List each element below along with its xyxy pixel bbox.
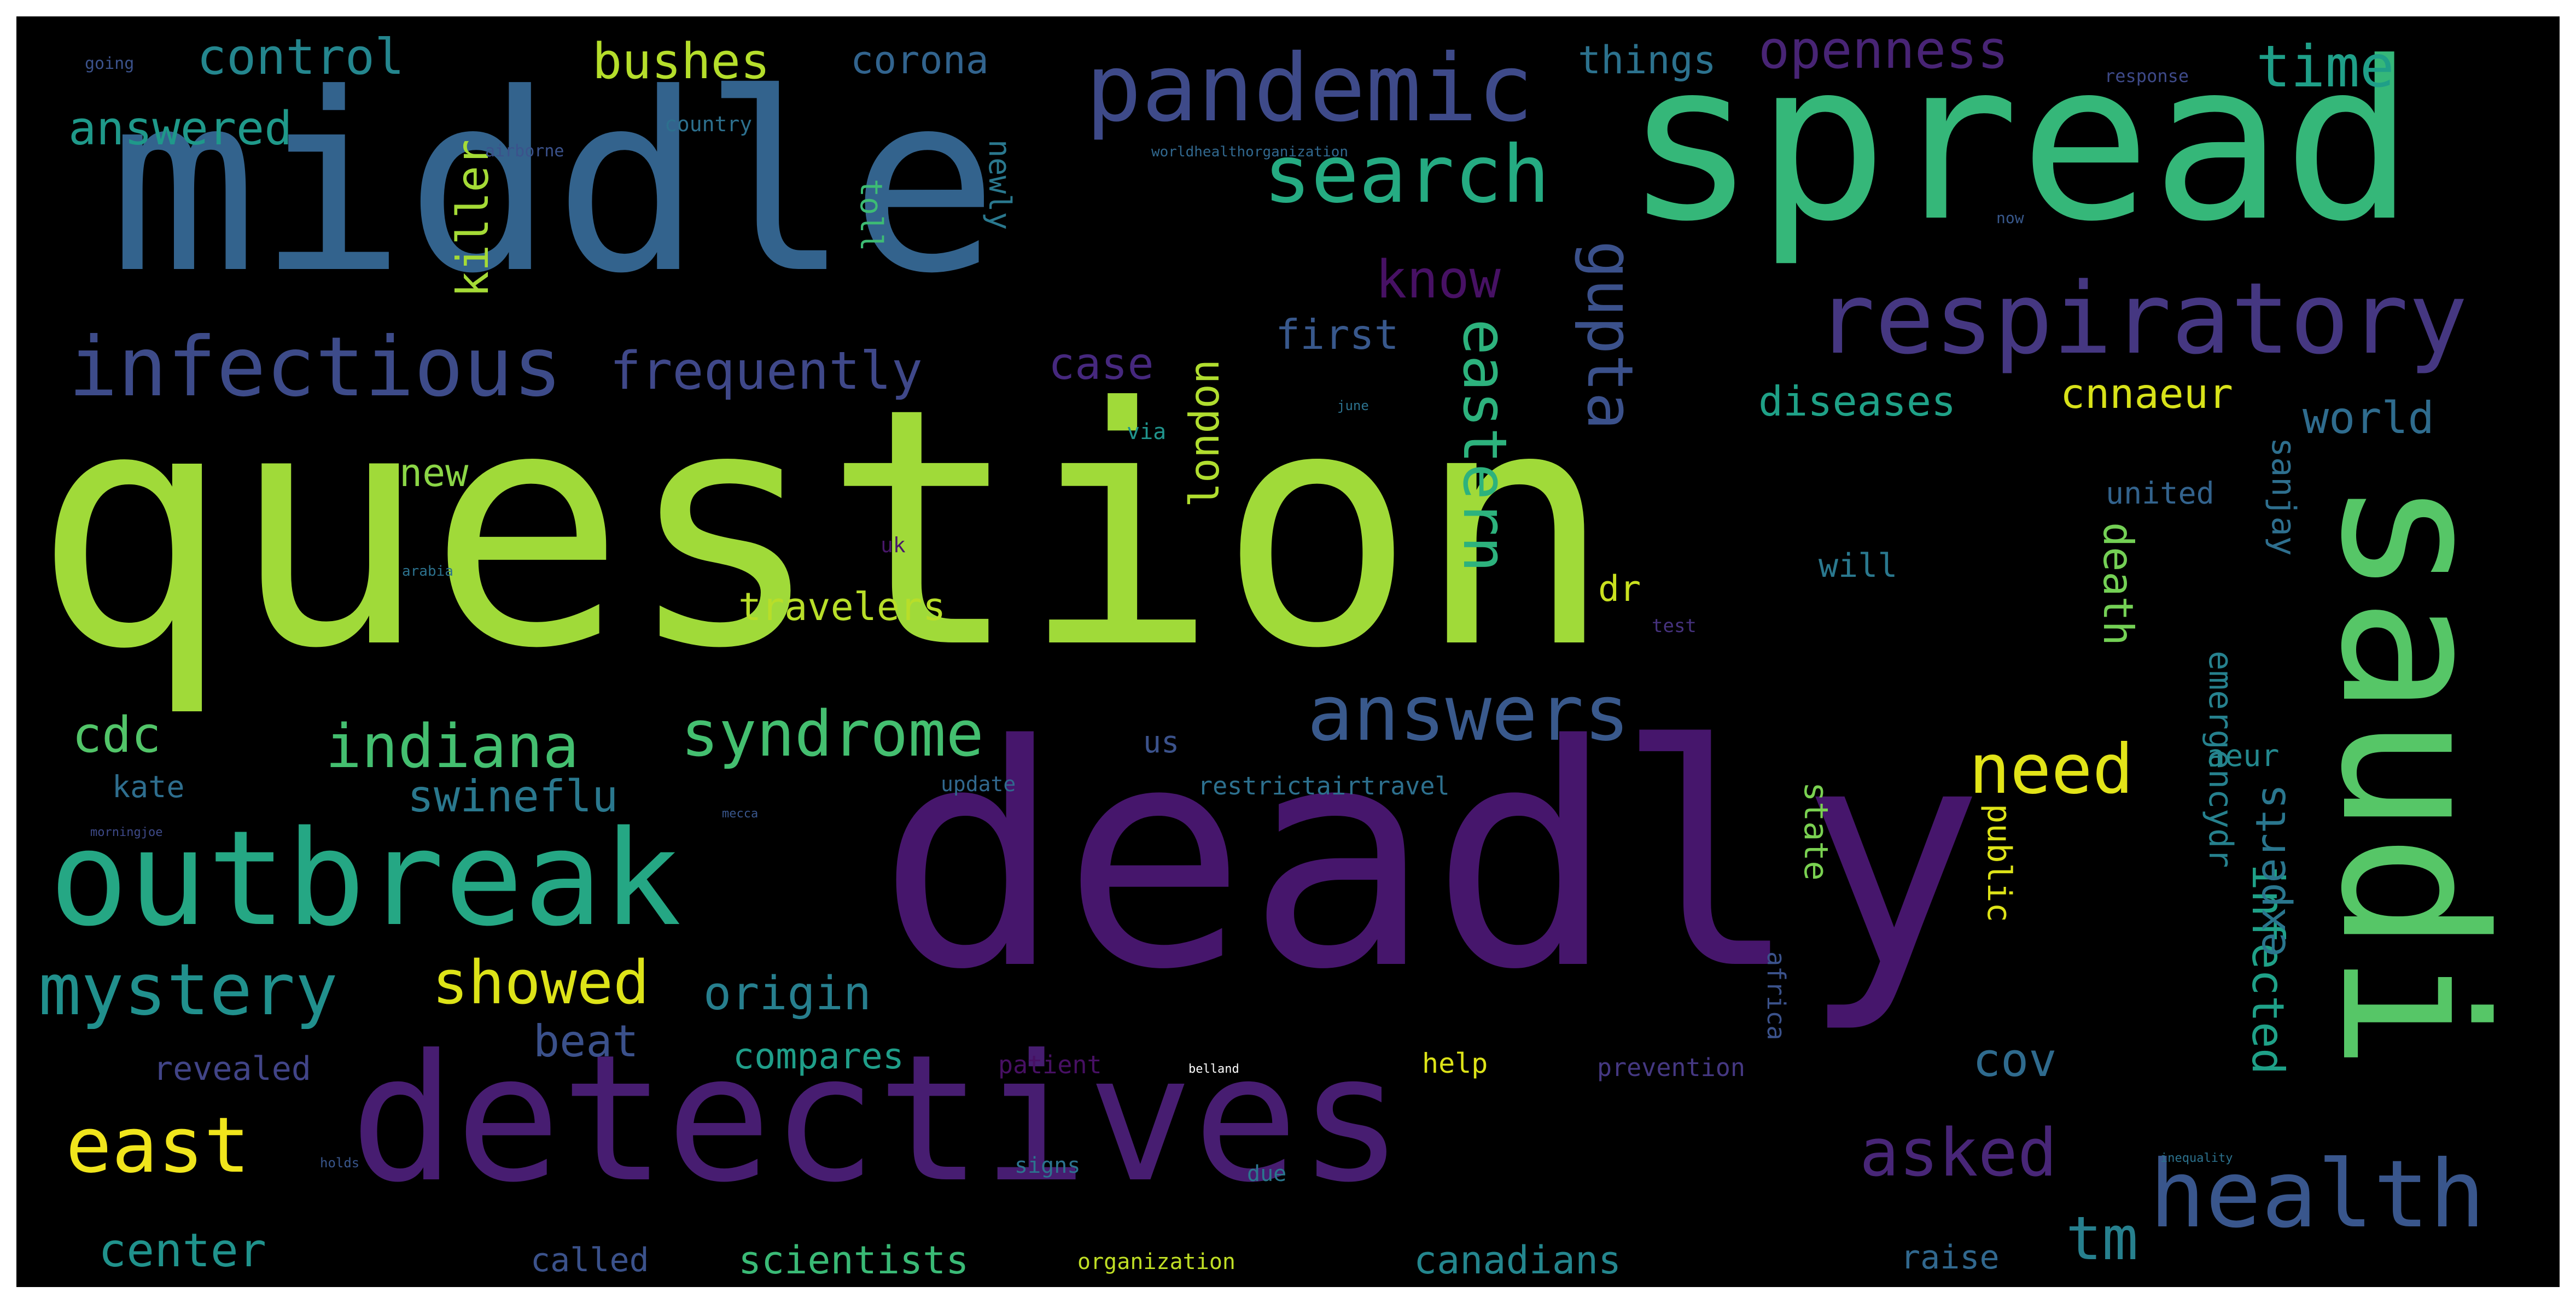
word-infectious: infectious	[68, 320, 563, 415]
word-beat: beat	[533, 1016, 639, 1067]
word-mecca: mecca	[722, 807, 759, 821]
word-due: due	[1247, 1161, 1287, 1186]
word-scientists: scientists	[738, 1238, 969, 1283]
word-experts: experts	[2247, 783, 2295, 957]
word-test: test	[1652, 615, 1697, 637]
word-syndrome: syndrome	[681, 698, 984, 771]
word-pandemic: pandemic	[1086, 34, 1534, 143]
word-cdc: cdc	[72, 706, 161, 764]
word-mystery: mystery	[38, 948, 338, 1031]
word-belland: belland	[1188, 1062, 1239, 1076]
word-canadians: canadians	[1414, 1238, 1622, 1283]
word-revealed: revealed	[153, 1050, 311, 1088]
word-morningjoe: morningjoe	[90, 826, 163, 839]
word-eastern: eastern	[1450, 319, 1520, 572]
word-killer: killer	[447, 139, 498, 297]
word-respiratory: respiratory	[1816, 262, 2468, 376]
word-africa: africa	[1762, 951, 1791, 1040]
word-sanjay: sanjay	[2264, 437, 2303, 556]
word-will: will	[1819, 547, 1898, 585]
word-country: country	[665, 112, 753, 136]
word-center: center	[98, 1224, 267, 1278]
word-frequently: frequently	[610, 341, 923, 401]
word-kate: kate	[112, 769, 185, 804]
word-help: help	[1422, 1048, 1488, 1079]
word-signs: signs	[1015, 1153, 1081, 1178]
word-uk: uk	[881, 533, 906, 557]
word-corona: corona	[850, 38, 989, 83]
word-london: london	[1180, 359, 1228, 507]
word-now: now	[1996, 209, 2024, 227]
word-us: us	[1143, 724, 1180, 759]
word-search: search	[1263, 128, 1550, 221]
word-death: death	[2094, 522, 2142, 646]
word-arabia: arabia	[402, 563, 453, 580]
word-inequality: inequality	[2160, 1151, 2233, 1165]
word-holds: holds	[320, 1155, 360, 1171]
word-compares: compares	[733, 1036, 905, 1077]
word-gupta: gupta	[1573, 241, 1646, 430]
word-airborne: airborne	[485, 142, 564, 161]
word-case: case	[1048, 338, 1154, 389]
word-swineflu: swineflu	[407, 771, 619, 822]
word-know: know	[1376, 250, 1501, 310]
word-update: update	[941, 772, 1016, 796]
word-deadly: deadly	[878, 680, 1984, 1037]
word-answered: answered	[68, 102, 293, 156]
word-toll: toll	[854, 179, 889, 252]
word-restrictairtravel: restrictairtravel	[1198, 771, 1450, 800]
word-asked: asked	[1860, 1115, 2058, 1191]
word-cnnaeur: cnnaeur	[2060, 370, 2234, 418]
word-indiana: indiana	[325, 711, 579, 781]
word-control: control	[197, 28, 405, 86]
word-via: via	[1127, 419, 1167, 445]
word-showed: showed	[432, 948, 650, 1018]
word-origin: origin	[703, 967, 872, 1021]
word-bushes: bushes	[592, 33, 771, 90]
word-united: united	[2106, 476, 2214, 511]
word-aeur: aeur	[2207, 738, 2280, 773]
word-answers: answers	[1307, 669, 1630, 758]
word-prevention: prevention	[1597, 1053, 1745, 1082]
word-spread: spread	[1624, 16, 2415, 270]
word-saudi: saudi	[2298, 478, 2527, 1071]
word-new: new	[399, 451, 469, 495]
word-diseases: diseases	[1758, 377, 1956, 425]
word-outbreak: outbreak	[49, 802, 681, 955]
word-world: world	[2303, 393, 2434, 443]
word-east: east	[66, 1101, 250, 1190]
word-question: question	[33, 338, 1613, 720]
word-organization: organization	[1077, 1249, 1235, 1274]
word-need: need	[1969, 730, 2134, 809]
word-first: first	[1275, 311, 1399, 359]
word-state: state	[1797, 782, 1835, 881]
word-response: response	[2105, 66, 2189, 86]
word-raise: raise	[1901, 1238, 2000, 1277]
word-openness: openness	[1758, 20, 2009, 80]
word-travelers: travelers	[738, 584, 946, 629]
word-time: time	[2256, 33, 2394, 100]
word-things: things	[1578, 38, 1716, 83]
word-going: going	[85, 54, 135, 73]
word-dr: dr	[1598, 569, 1641, 610]
word-june: june	[1337, 398, 1369, 413]
word-newly: newly	[982, 139, 1017, 230]
word-health: health	[2149, 1141, 2486, 1249]
word-public: public	[1980, 804, 2018, 922]
word-patient: patient	[998, 1050, 1102, 1079]
word-middle: middle	[109, 41, 999, 328]
word-called: called	[531, 1241, 649, 1279]
word-tm: tm	[2066, 1203, 2138, 1273]
word-cloud: question deadly middle spread detectives saud…	[16, 16, 2560, 1287]
word-cov: cov	[1973, 1033, 2057, 1087]
word-worldhealthorganization: worldhealthorganization	[1151, 144, 1349, 160]
word-detectives: detectives	[350, 1018, 1404, 1221]
